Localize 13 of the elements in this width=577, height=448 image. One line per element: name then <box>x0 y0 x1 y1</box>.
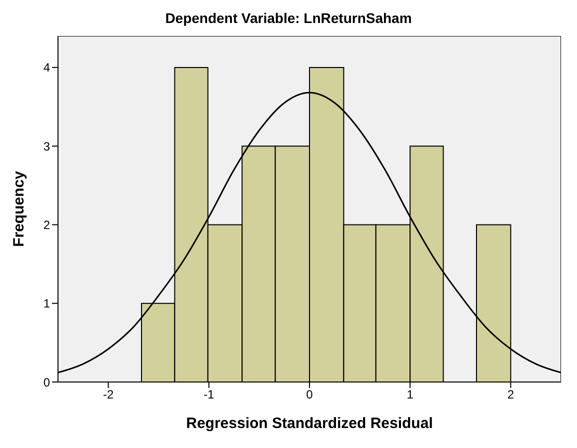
chart-title: Dependent Variable: LnReturnSaham <box>164 9 413 28</box>
y-tick-label: 3 <box>43 139 50 154</box>
y-tick-label: 0 <box>43 375 50 390</box>
y-tick-label: 2 <box>43 218 50 232</box>
x-tick-label: 1 <box>406 388 414 402</box>
x-tick-label: 2 <box>507 388 514 402</box>
x-tick-label: 0 <box>306 388 314 402</box>
y-tick-label: 1 <box>43 296 50 311</box>
y-axis-title: Frequency <box>10 170 28 247</box>
x-tick-label: -1 <box>204 388 215 402</box>
x-axis-title: Regression Standardized Residual <box>186 415 433 432</box>
y-tick-label: 4 <box>43 60 50 75</box>
x-tick-label: -2 <box>102 388 114 402</box>
